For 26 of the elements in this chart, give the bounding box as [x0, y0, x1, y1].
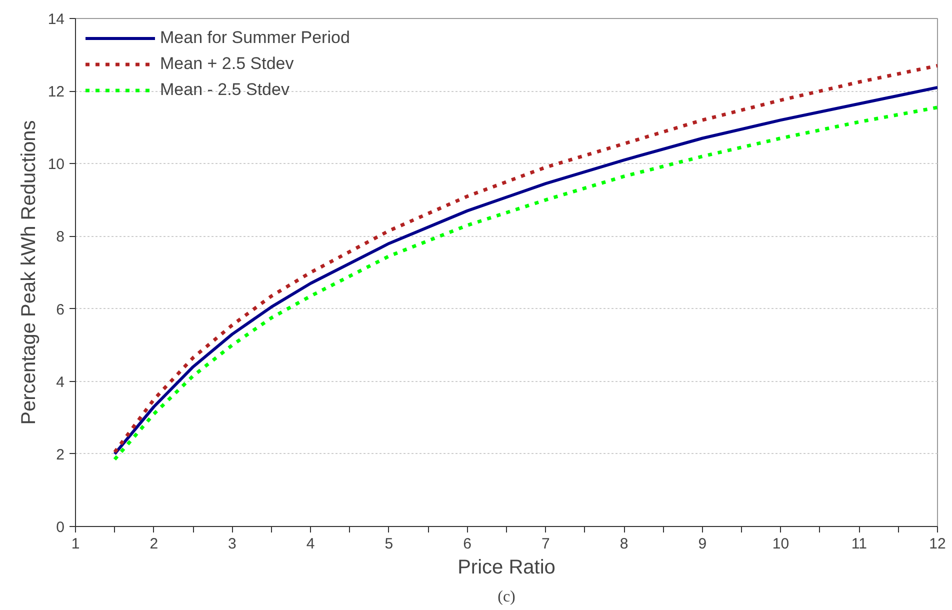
x-tick-label: 1	[71, 536, 80, 552]
x-tick-label: 9	[698, 536, 707, 552]
text: (c)	[498, 588, 516, 606]
x-tick-label: 2	[150, 536, 158, 552]
y-tick-label: 10	[48, 156, 65, 174]
x-tick-label: 4	[306, 536, 315, 552]
x-tick-label: 11	[851, 536, 867, 552]
legend-label: Mean + 2.5 Stdev	[160, 54, 294, 74]
y-tick-label: 12	[48, 84, 65, 101]
x-tick-label: 8	[620, 536, 628, 552]
y-axis-title: Percentage Peak kWh Reductions	[18, 120, 40, 425]
y-tick-label: 8	[56, 228, 64, 246]
x-tick-label: 12	[929, 536, 946, 552]
legend-label: Mean - 2.5 Stdev	[160, 80, 290, 100]
x-tick-label: 6	[463, 536, 472, 552]
x-tick-label: 3	[228, 536, 236, 552]
y-tick-label: 6	[56, 301, 64, 318]
legend-label: Mean for Summer Period	[160, 28, 350, 48]
y-tick-label: 4	[56, 374, 64, 391]
y-tick-label: 2	[56, 446, 64, 464]
x-tick-label: 5	[384, 536, 394, 552]
x-tick-label: 10	[772, 536, 790, 552]
x-tick-label: 7	[542, 536, 550, 552]
y-tick-label: 14	[48, 11, 65, 28]
y-tick-label: 0	[56, 519, 64, 536]
x-axis-title: Price Ratio	[458, 556, 556, 578]
